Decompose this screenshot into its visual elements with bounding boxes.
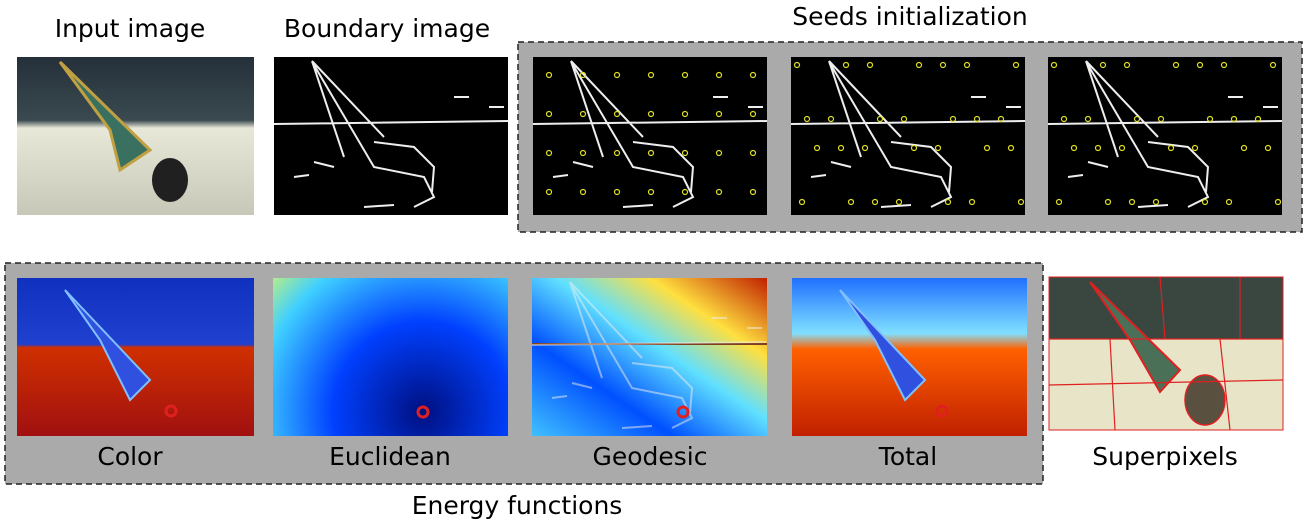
seed-panel (791, 57, 1025, 215)
label: Euclidean (329, 442, 451, 471)
boundary-image (274, 57, 508, 215)
label: Seeds initialization (792, 2, 1028, 31)
seed-panel (1048, 57, 1282, 215)
label: Input image (55, 14, 206, 43)
label: Superpixels (1092, 442, 1237, 471)
total-energy (792, 278, 1027, 436)
label: Color (97, 442, 163, 471)
seed-panels (533, 57, 1282, 215)
seed-panel (533, 57, 767, 215)
label: Total (878, 442, 937, 471)
superpixels-image (1049, 277, 1283, 430)
label: Energy functions (412, 491, 623, 520)
figure: Input image Boundary image Seeds initial… (0, 0, 1308, 524)
color-energy (17, 278, 254, 436)
input-image (17, 57, 254, 215)
euclidean-energy (273, 278, 508, 436)
label: Geodesic (592, 442, 707, 471)
label: Boundary image (284, 14, 490, 43)
geodesic-energy (532, 278, 767, 436)
